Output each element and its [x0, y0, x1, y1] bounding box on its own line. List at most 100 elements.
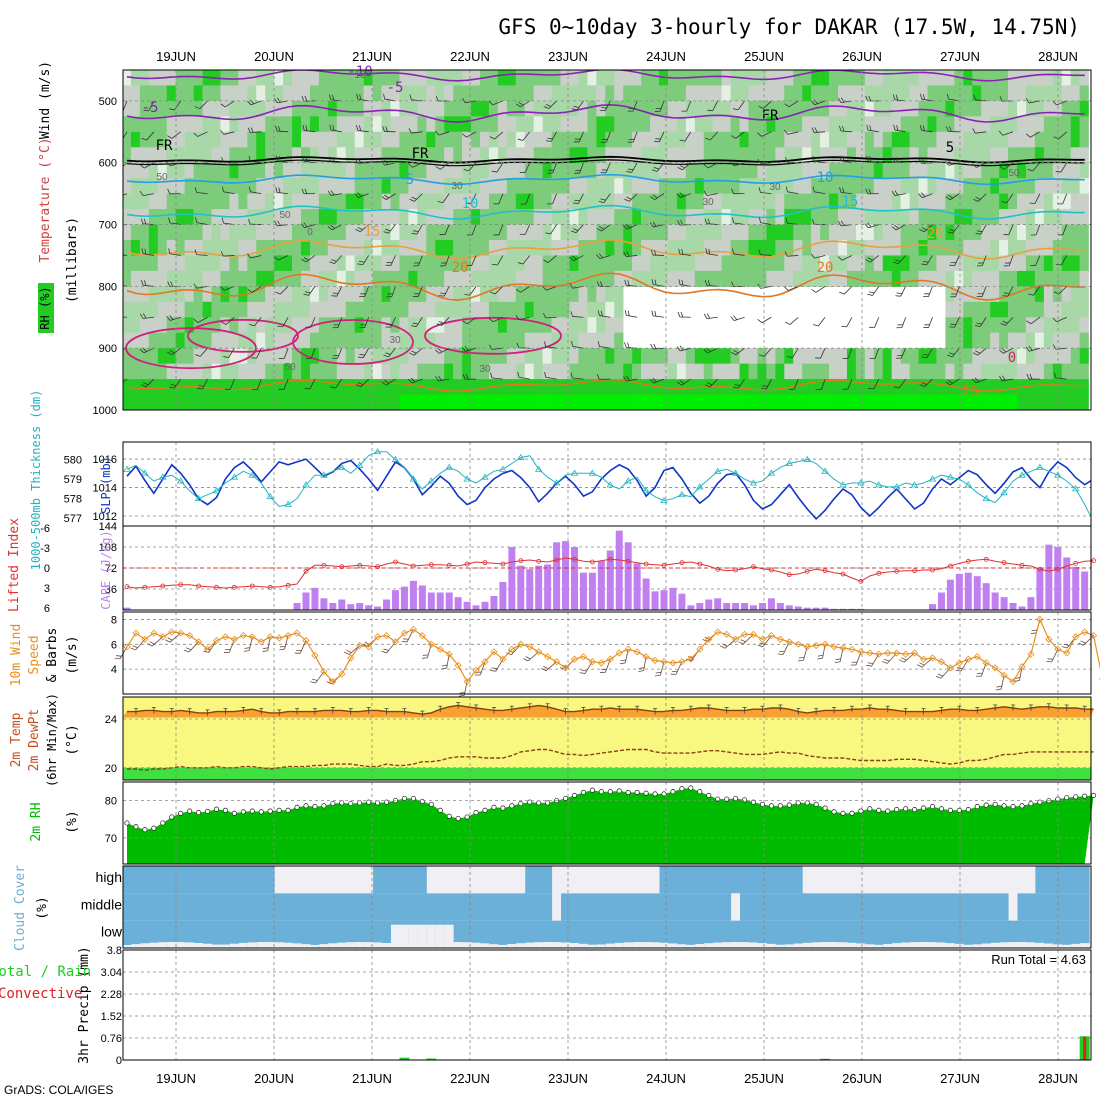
wind-barb-flag [570, 311, 573, 317]
rh-cell [1008, 100, 1018, 117]
rh-cell [399, 178, 409, 195]
wind-barb-flag [995, 688, 1002, 691]
rh-cell [265, 317, 275, 334]
rh-cell [130, 317, 141, 334]
wind-barb-flag [517, 371, 520, 378]
temp-base [123, 716, 1091, 718]
rh-cell [283, 147, 293, 164]
rh-cell [238, 240, 248, 256]
rh-cell [667, 85, 678, 102]
rh-cell [193, 100, 203, 117]
wind-barb [362, 347, 369, 358]
cloud-high-cell [847, 866, 857, 894]
rh2m-point [661, 791, 667, 797]
cloud-low-clear [865, 944, 875, 948]
wind-barb-flag [865, 259, 871, 263]
cape-bar [338, 599, 346, 610]
cape-bar [964, 572, 972, 610]
wind-barb-flag [921, 356, 928, 359]
rh-cell [211, 332, 221, 349]
wind-barb-flag [249, 324, 255, 327]
cloud-high-cell [176, 866, 186, 894]
rh-cell [1061, 270, 1071, 287]
cloud-low-cell [489, 920, 499, 948]
rh-cell [1025, 224, 1036, 241]
wind-barb-flag [627, 310, 630, 316]
wind-barb [123, 378, 128, 383]
wind-barb [196, 192, 208, 195]
wind-barb [948, 162, 960, 166]
wind-barb [196, 162, 208, 165]
rh-cell [802, 255, 812, 272]
rh-cell [157, 193, 167, 210]
rh-cell [506, 100, 517, 117]
rh-cell [748, 224, 758, 241]
rh-cell [417, 286, 427, 303]
rh-cell [1025, 379, 1036, 396]
rh-cell [838, 85, 848, 102]
rh-cell [1025, 348, 1036, 365]
rh-cell [444, 255, 454, 272]
rh-cell [184, 85, 194, 102]
wind-barb-flag [222, 186, 224, 192]
wind-barb [171, 347, 181, 356]
rh2m-point [1028, 801, 1034, 807]
wind-barb-flag [937, 673, 944, 677]
wind-barb [656, 162, 665, 172]
wind-barb-flag [302, 124, 305, 131]
rh-cell [256, 209, 266, 226]
wind-barb [309, 378, 316, 390]
rh-cell [292, 116, 302, 133]
rh-cell [605, 301, 615, 318]
rh-cell [784, 348, 794, 365]
wind-barb-flag [679, 380, 685, 384]
rh-cell [1043, 178, 1054, 195]
wind-barb [443, 286, 450, 297]
rh-cell [372, 147, 382, 164]
rh-cell [551, 379, 561, 396]
cloud-low-cell [498, 920, 508, 948]
rh-cell [381, 286, 391, 303]
cloud-layer-high: high [96, 869, 122, 885]
rh-cell [614, 332, 624, 349]
rh-cell [1043, 70, 1054, 86]
rh-cell [139, 270, 150, 287]
wind-barb-flag [139, 164, 145, 169]
rh-cell [838, 209, 848, 226]
wind-barb-flag [422, 657, 428, 659]
rh-cell [462, 317, 472, 334]
wind-barb-flag [811, 219, 815, 225]
rh-cell [130, 286, 141, 303]
rh-cell [283, 240, 293, 256]
rh-cell [1052, 332, 1062, 349]
rh2m-point [741, 797, 748, 803]
rh-cell [309, 178, 320, 195]
wind-barb [846, 317, 853, 328]
rh-cell [1008, 270, 1018, 287]
rh-cell [676, 147, 687, 164]
wind-barb [1005, 317, 1014, 326]
rh-cell [936, 116, 946, 133]
cloud-high-cell [1071, 866, 1081, 894]
wind-barb-flag [357, 192, 362, 197]
rh2m-point [840, 810, 846, 816]
wind-barb-flag [279, 648, 285, 651]
rh2m-point [276, 807, 282, 813]
wind-barb [358, 193, 369, 198]
rh-cell [623, 363, 633, 380]
rh-cell [220, 379, 230, 396]
rh-cell [363, 255, 373, 272]
rh-cell [694, 255, 704, 272]
wind-barb-flag [919, 125, 922, 131]
rh-cell [846, 379, 857, 396]
rh-cell [1034, 147, 1045, 164]
rh-cell [757, 240, 767, 256]
rh-cell [963, 317, 973, 334]
wind-barb-flag [787, 356, 793, 358]
rh-cell [301, 100, 311, 117]
rh-cell [453, 209, 463, 226]
rh-cell [139, 131, 150, 148]
rh-cell [533, 286, 543, 303]
wind-barb-flag [438, 320, 444, 324]
wind-barb-flag [1031, 629, 1038, 632]
